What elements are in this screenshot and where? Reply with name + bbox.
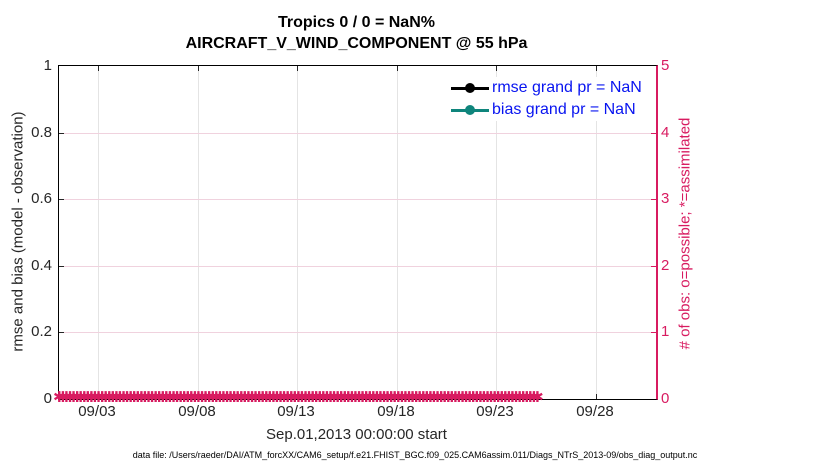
chart-subtitle: AIRCRAFT_V_WIND_COMPONENT @ 55 hPa bbox=[185, 35, 528, 52]
y-left-tick-label: 0.4 bbox=[31, 257, 52, 274]
y-left-tick-label: 0.6 bbox=[31, 190, 52, 207]
y-left-tick-label: 1 bbox=[43, 57, 52, 74]
y-right-tick-label: 3 bbox=[661, 190, 670, 207]
y-axis-label-left: rmse and bias (model - observation) bbox=[9, 111, 27, 352]
y-right-tick-label: 1 bbox=[661, 323, 670, 340]
legend: rmse grand pr = NaN bias grand pr = NaN bbox=[451, 77, 656, 121]
y-right-tick-label: 0 bbox=[661, 390, 670, 407]
y-right-tick-label: 4 bbox=[661, 124, 670, 141]
plot-area: rmse grand pr = NaN bias grand pr = NaN bbox=[58, 65, 658, 400]
y-left-tick-label: 0.8 bbox=[31, 124, 52, 141]
legend-line-rmse bbox=[451, 82, 489, 93]
legend-item-rmse: rmse grand pr = NaN bbox=[451, 77, 656, 99]
legend-marker-bias-icon bbox=[465, 104, 475, 115]
y-left-tick-label: 0 bbox=[43, 390, 52, 407]
x-tick-label: 09/13 bbox=[277, 403, 315, 420]
legend-item-bias: bias grand pr = NaN bbox=[451, 99, 656, 121]
legend-label-bias: bias grand pr = NaN bbox=[492, 101, 636, 118]
legend-marker-rmse-icon bbox=[465, 82, 475, 93]
x-tick-label: 09/08 bbox=[178, 403, 216, 420]
data-file-footer: data file: /Users/raeder/DAI/ATM_forcXX/… bbox=[132, 450, 698, 460]
x-tick-label: 09/03 bbox=[78, 403, 116, 420]
x-axis-label: Sep.01,2013 00:00:00 start bbox=[266, 426, 447, 443]
chart-title-block: Tropics 0 / 0 = NaN% AIRCRAFT_V_WIND_COM… bbox=[58, 12, 655, 54]
y-axis-label-right: # of obs: o=possible; *=assimilated bbox=[676, 117, 694, 350]
chart-title: Tropics 0 / 0 = NaN% bbox=[278, 14, 435, 31]
x-tick-label: 09/18 bbox=[377, 403, 415, 420]
y-left-tick-label: 0.2 bbox=[31, 323, 52, 340]
y-right-tick-label: 2 bbox=[661, 257, 670, 274]
x-tick-label: 09/23 bbox=[476, 403, 514, 420]
legend-line-bias bbox=[451, 104, 489, 115]
y-right-tick-label: 5 bbox=[661, 57, 670, 74]
obs-marker-band: ✱✱✱✱✱✱✱✱✱✱✱✱✱✱✱✱✱✱✱✱✱✱✱✱✱✱✱✱✱✱✱✱✱✱✱✱✱✱✱✱… bbox=[53, 390, 544, 405]
x-tick-label: 09/28 bbox=[576, 403, 614, 420]
legend-label-rmse: rmse grand pr = NaN bbox=[492, 79, 642, 96]
